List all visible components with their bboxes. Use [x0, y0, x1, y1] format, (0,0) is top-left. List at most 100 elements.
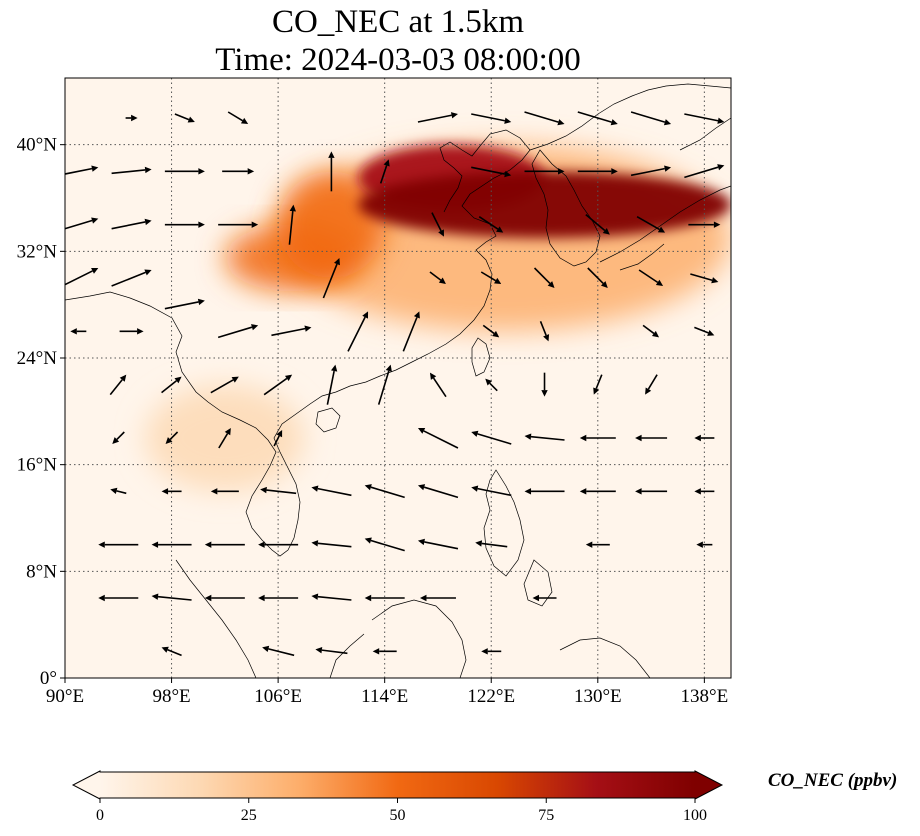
- wind-arrow-shaft: [684, 166, 719, 179]
- wind-arrow-shaft: [424, 541, 459, 550]
- wind-arrow-shaft: [65, 270, 93, 286]
- wind-arrow-head: [579, 434, 587, 442]
- wind-arrow-shaft: [317, 487, 352, 497]
- wind-arrow: [204, 541, 245, 548]
- wind-arrow: [539, 321, 550, 342]
- wind-arrow-head: [717, 164, 725, 171]
- wind-arrow-shaft: [174, 113, 190, 121]
- wind-arrow-head: [70, 328, 77, 335]
- wind-arrow: [475, 540, 508, 548]
- wind-arrow-shaft: [471, 166, 506, 175]
- x-tick-label: 98°E: [152, 686, 190, 707]
- philippines-coastline: [483, 469, 553, 607]
- wind-arrow-shaft: [530, 435, 565, 441]
- wind-arrow: [471, 166, 512, 178]
- korea-coastline: [531, 149, 601, 267]
- wind-arrow-shaft: [432, 377, 447, 398]
- wind-arrow-head: [494, 277, 502, 284]
- colorbar-tick-label: 50: [390, 807, 406, 824]
- x-axis-ticks: 90°E 98°E 106°E 114°E 122°E 130°E 138°E: [46, 678, 728, 707]
- wind-arrow: [417, 428, 459, 449]
- wind-arrow-shaft: [65, 219, 93, 230]
- wind-arrow-shaft: [379, 165, 388, 184]
- wind-arrow: [635, 488, 668, 495]
- wind-arrow: [65, 165, 99, 175]
- wind-arrow-shaft: [370, 539, 405, 552]
- wind-arrow-shaft: [524, 111, 559, 123]
- wind-arrow-shaft: [480, 271, 497, 282]
- wind-arrow-shaft: [477, 433, 512, 445]
- wind-arrow-head: [635, 488, 642, 495]
- wind-arrow-head: [330, 364, 338, 372]
- wind-arrow-head: [262, 645, 270, 653]
- wind-arrow: [585, 214, 610, 235]
- wind-arrow-head: [251, 324, 259, 331]
- wind-arrow-head: [504, 117, 512, 124]
- wind-arrow: [227, 111, 249, 124]
- wind-arrow: [364, 537, 405, 552]
- wind-arrow-head: [664, 165, 672, 172]
- wind-arrow-head: [419, 594, 427, 602]
- wind-arrow: [684, 113, 725, 124]
- wind-arrow: [417, 538, 459, 550]
- wind-arrow-head: [611, 168, 618, 175]
- wind-arrow-shaft: [533, 267, 551, 284]
- wind-arrow: [347, 311, 369, 352]
- wind-arrow-head: [224, 428, 231, 436]
- wind-arrow: [109, 374, 127, 396]
- wind-arrow-head: [91, 165, 99, 172]
- wind-arrow: [210, 488, 239, 495]
- wind-arrow-shaft: [539, 321, 547, 336]
- japan-coastline: [599, 117, 731, 271]
- wind-arrow: [417, 112, 458, 123]
- colorbar-tick-label: 75: [538, 807, 554, 824]
- wind-arrow-head: [260, 486, 267, 494]
- hainan-coastline: [315, 407, 341, 433]
- wind-arrow: [684, 164, 725, 179]
- wind-arrow: [364, 484, 405, 499]
- wind-arrow-head: [635, 434, 642, 442]
- wind-arrow: [174, 113, 195, 123]
- wind-arrow-shaft: [417, 114, 452, 123]
- wind-arrow-shaft: [321, 649, 348, 655]
- wind-arrow: [164, 168, 205, 175]
- wind-arrow-shaft: [482, 324, 495, 335]
- wind-arrow-shaft: [326, 370, 335, 405]
- wind-arrow: [478, 216, 504, 233]
- wind-arrow: [645, 374, 658, 395]
- wind-arrow: [260, 486, 297, 495]
- malay-coastline: [175, 559, 257, 678]
- wind-arrow-head: [543, 334, 550, 342]
- wind-arrow-shaft: [266, 489, 297, 495]
- colorbar: 0 25 50 75 100: [71, 770, 724, 824]
- wind-arrow-head: [717, 117, 725, 124]
- wind-arrow: [125, 114, 138, 122]
- wind-arrow-shaft: [210, 379, 234, 394]
- wind-arrow-head: [91, 217, 99, 224]
- wind-arrow-head: [413, 311, 420, 319]
- wind-arrow: [533, 267, 555, 288]
- wind-arrow-head: [304, 325, 312, 332]
- concentration-region: [358, 171, 731, 238]
- wind-arrow-head: [144, 218, 152, 226]
- wind-arrow-head: [579, 488, 587, 495]
- wind-arrow: [98, 594, 139, 602]
- wind-arrow: [65, 268, 99, 286]
- wind-arrow-head: [645, 387, 652, 395]
- wind-arrow: [694, 434, 715, 442]
- wind-arrow-shaft: [322, 263, 338, 299]
- wind-arrow-head: [471, 485, 479, 492]
- wind-arrow-head: [438, 229, 444, 237]
- wind-arrow: [585, 541, 610, 548]
- wind-arrow-head: [663, 119, 672, 126]
- wind-arrow-head: [198, 168, 205, 175]
- wind-arrow-shaft: [636, 215, 660, 231]
- wind-arrow: [638, 269, 664, 286]
- y-tick-label: 24°N: [17, 348, 58, 369]
- wind-arrow: [204, 594, 245, 602]
- wind-arrow-head: [112, 437, 120, 444]
- wind-arrow: [379, 159, 390, 184]
- colorbar-tick-label: 25: [241, 807, 257, 824]
- x-tick-label: 138°E: [681, 686, 729, 707]
- wind-arrow: [98, 541, 139, 548]
